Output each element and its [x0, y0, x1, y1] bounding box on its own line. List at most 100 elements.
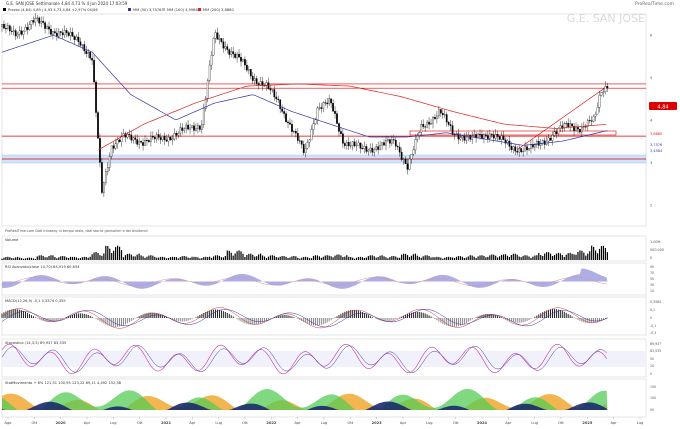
macd-bar	[593, 318, 595, 323]
candle-body	[577, 127, 579, 130]
volume-bar	[506, 255, 509, 260]
volume-bar	[256, 256, 258, 260]
candle-body	[83, 44, 86, 52]
macd-bar	[203, 312, 205, 318]
volume-bar	[269, 255, 271, 260]
candle-body	[195, 128, 197, 131]
macd-bar	[316, 318, 318, 326]
candle-body	[57, 31, 60, 37]
macd-bar	[420, 312, 422, 318]
watermark: G.E. SAN JOSE	[567, 12, 645, 25]
resistance-box	[409, 130, 617, 136]
volume-bar	[287, 258, 289, 260]
macd-bar	[387, 318, 389, 322]
macd-bar	[581, 318, 583, 322]
candle-body	[230, 51, 233, 55]
volume-bar	[242, 253, 244, 260]
volume-bar	[500, 254, 503, 260]
candle-body	[99, 138, 101, 163]
candle-body	[295, 131, 297, 134]
candle-body	[494, 134, 497, 139]
candle-body	[155, 134, 158, 140]
candle-body	[191, 125, 193, 129]
macd-bar	[430, 316, 432, 318]
candle-body	[240, 57, 242, 62]
volume-bar	[575, 254, 577, 260]
volume-bar	[211, 257, 213, 260]
volume-bar	[406, 255, 409, 260]
candle-body	[197, 125, 199, 129]
candle-body	[432, 117, 434, 124]
x-axis-label: Lug	[426, 421, 433, 425]
volume-bar	[218, 255, 221, 260]
macd-bar	[548, 309, 550, 318]
volume-bar	[297, 257, 299, 260]
chart-title: G.E. SAN JOSE Settimanale 4,84 4,73 % 4 …	[6, 1, 128, 6]
volume-bar	[30, 257, 32, 260]
candle-body	[124, 133, 127, 138]
rsi-label-3: 30	[650, 283, 654, 287]
candle-body	[144, 140, 146, 146]
macd-bar	[303, 318, 305, 322]
macd-bar	[265, 318, 267, 321]
candle-body	[579, 128, 581, 133]
volume-bar	[528, 256, 530, 260]
macd-bar	[197, 316, 199, 318]
candle-body	[443, 114, 446, 116]
rsi-panel[interactable]: RSI Avanzato(close 14,70) 84,919 60,634 …	[1, 262, 654, 296]
candle-body	[187, 124, 189, 130]
volume-bar	[499, 256, 501, 260]
volume-bar	[363, 258, 366, 260]
volume-bar	[328, 255, 330, 260]
volume-bar	[469, 255, 471, 260]
candle-body	[277, 98, 280, 100]
price-panel[interactable]: 6 5 4 3 2 4,84 3,8880 3,7576 3,4584 ProRealT…	[1, 13, 677, 233]
volume-bar	[589, 251, 591, 260]
macd-bar	[414, 311, 416, 318]
macd-bar	[256, 318, 258, 325]
volume-bar	[534, 255, 536, 260]
candle-body	[153, 137, 156, 140]
macd-bar	[242, 318, 244, 323]
x-axis-label: Apr	[505, 421, 512, 425]
macd-bar	[459, 318, 461, 326]
volume-bar	[593, 246, 595, 260]
candle-body	[355, 145, 358, 147]
candle-body	[67, 32, 70, 36]
candle-body	[371, 147, 374, 153]
macd-bar	[344, 311, 346, 318]
volume-bar	[71, 256, 74, 260]
candle-body	[138, 140, 140, 145]
candle-body	[361, 148, 364, 150]
volume-bar	[95, 252, 97, 260]
macd-bar	[597, 318, 599, 322]
candle-body	[351, 141, 354, 146]
macd-bar	[436, 318, 438, 321]
volume-bar	[338, 254, 340, 260]
sentiment-panel[interactable]: StatMovimento + 6% 121,51 100,95 123,22 …	[1, 378, 656, 418]
volume-panel[interactable]: Volume 1.00M 500.000 0	[1, 235, 664, 262]
macd-bar	[452, 318, 454, 327]
volume-bar	[430, 257, 432, 260]
macd-bar	[250, 318, 252, 325]
volume-bar	[197, 257, 199, 260]
macd-bar	[246, 318, 248, 325]
stochastic-panel[interactable]: Stocastico (14,3,5) 89,937 83,535 89,937…	[1, 338, 661, 378]
macd-bar	[422, 312, 424, 318]
volume-bar	[283, 256, 285, 260]
macd-bar	[456, 318, 458, 327]
candle-body	[555, 131, 558, 134]
candle-body	[112, 145, 115, 149]
macd-panel[interactable]: MACD(12,26,9) -0,1 0,3374 0,359 0,3584 0…	[1, 296, 662, 336]
macd-bar	[158, 313, 160, 318]
candle-body	[365, 146, 368, 152]
candle-body	[175, 133, 178, 136]
candle-body	[204, 97, 207, 109]
candle-body	[267, 82, 270, 89]
volume-bar	[128, 253, 130, 260]
macd-bar	[77, 313, 79, 318]
volume-bar	[350, 256, 352, 260]
macd-bar	[66, 317, 68, 318]
candle-body	[247, 69, 250, 71]
